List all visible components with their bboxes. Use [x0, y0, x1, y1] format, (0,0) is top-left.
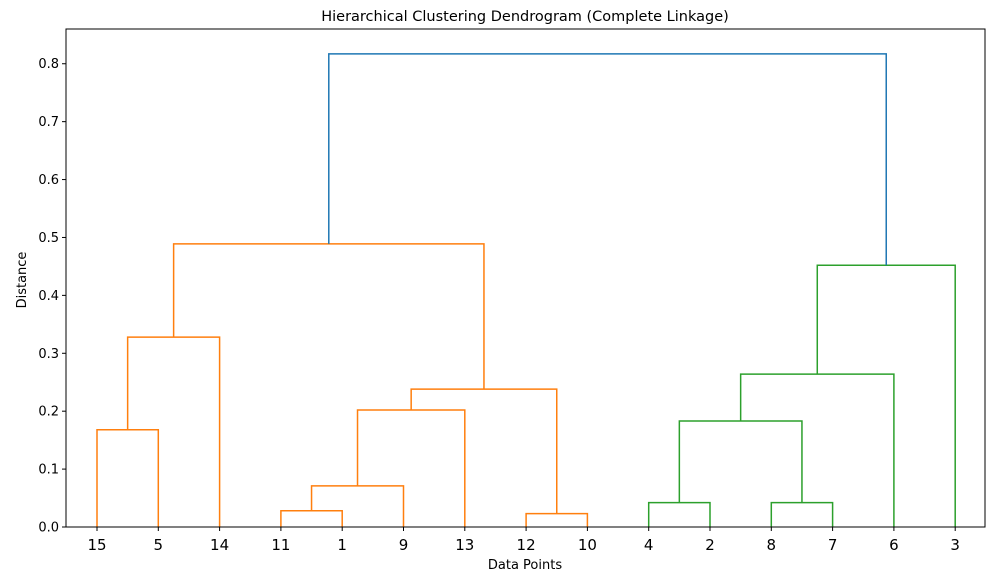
leaf-label-4: 4	[644, 536, 654, 554]
y-tick-label: 0.3	[38, 347, 59, 362]
leaf-label-3: 3	[950, 536, 960, 554]
dendrogram-link-12	[816, 264, 956, 527]
dendrogram-link-7	[172, 243, 485, 390]
dendrogram-link-13	[328, 53, 887, 266]
leaf-label-15: 15	[87, 536, 106, 554]
dendrogram-link-9	[770, 501, 834, 527]
leaf-label-12: 12	[517, 536, 536, 554]
dendrogram-link-2	[280, 510, 343, 527]
y-tick-label: 0.1	[38, 463, 59, 478]
dendrogram-link-1	[126, 336, 221, 527]
y-tick-label: 0.4	[38, 289, 59, 304]
leaf-label-10: 10	[578, 536, 597, 554]
dendrogram-link-0	[96, 428, 160, 527]
x-axis-label: Data Points	[488, 558, 562, 573]
leaf-label-13: 13	[455, 536, 474, 554]
dendrogram-links	[96, 53, 956, 527]
leaf-label-5: 5	[154, 536, 164, 554]
dendrogram-link-10	[678, 420, 803, 503]
leaf-label-6: 6	[889, 536, 899, 554]
x-axis: 15 5 14 11 1 9 13 12 10 4 2 8 7 6 3	[87, 527, 960, 554]
dendrogram-link-5	[525, 512, 589, 527]
y-axis-label: Distance	[15, 252, 30, 309]
leaf-label-1: 1	[337, 536, 347, 554]
y-tick-label: 0.2	[38, 405, 59, 420]
dendrogram-link-6	[410, 388, 558, 514]
y-axis: 0.0 0.1 0.2 0.3 0.4 0.5 0.6 0.7 0.8	[38, 57, 66, 536]
leaf-label-2: 2	[705, 536, 715, 554]
y-tick-label: 0.0	[38, 521, 59, 536]
leaf-label-11: 11	[271, 536, 290, 554]
dendrogram-link-3	[310, 485, 405, 527]
dendrogram-link-11	[739, 373, 895, 527]
y-tick-label: 0.6	[38, 173, 59, 188]
leaf-label-8: 8	[767, 536, 777, 554]
plot-frame	[65, 28, 986, 528]
leaf-label-7: 7	[828, 536, 838, 554]
leaf-label-14: 14	[210, 536, 229, 554]
dendrogram-link-8	[647, 501, 711, 527]
dendrogram-link-4	[356, 409, 466, 527]
y-tick-label: 0.7	[38, 115, 59, 130]
y-tick-label: 0.5	[38, 231, 59, 246]
y-tick-label: 0.8	[38, 57, 59, 72]
chart-title: Hierarchical Clustering Dendrogram (Comp…	[321, 9, 729, 25]
leaf-label-9: 9	[399, 536, 409, 554]
